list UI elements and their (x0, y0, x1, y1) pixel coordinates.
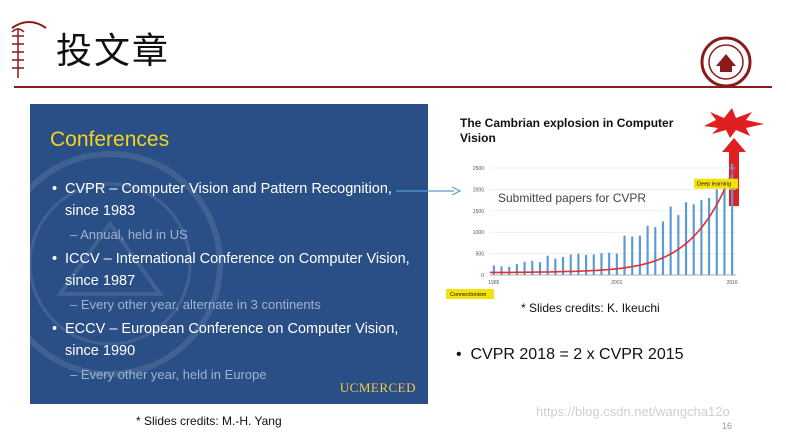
slide-heading: Conferences (50, 128, 170, 151)
cvpr-submissions-chart: 0 500 1000 1500 2000 2500 1985 2001 2016 Submitte… (446, 163, 738, 299)
bar (700, 200, 703, 275)
deep-learning-label: Deep learning (697, 182, 731, 188)
bar (531, 260, 534, 275)
y-tick-label: 0 (481, 273, 484, 279)
ucmerced-logo: UCMERCED (339, 380, 416, 395)
bullet-iccv-sub: – Every other year, alternate in 3 conti… (70, 297, 321, 312)
bullet-eccv: • ECCV – European Conference on Computer… (52, 318, 412, 362)
bar (585, 254, 588, 275)
y-tick-label: 1500 (473, 209, 484, 215)
bar (638, 235, 641, 275)
bar (546, 255, 549, 275)
bar (708, 197, 711, 275)
bar (554, 258, 557, 275)
connectionism-label: Connectionism (450, 292, 487, 298)
bullet-cvpr-sub: – Annual, held in US (70, 227, 188, 242)
seal-watermark-icon (30, 151, 223, 377)
bar (646, 225, 649, 275)
bar (600, 253, 603, 275)
bullet-eccv-sub: – Every other year, held in Europe (70, 367, 267, 382)
bar (508, 266, 511, 275)
header-divider (14, 86, 772, 88)
bullet-dot-icon: • (52, 181, 58, 197)
trend-line (490, 167, 737, 274)
connectionism-label-bg (446, 289, 494, 299)
x-tick-label: 2016 (727, 280, 738, 286)
left-slide-credit: * Slides credits: M.-H. Yang (136, 414, 282, 428)
bullet-dot-icon: • (456, 346, 462, 363)
bar (538, 262, 542, 275)
bar (661, 221, 665, 275)
bar (492, 265, 495, 275)
bar (561, 257, 565, 275)
bar (515, 263, 518, 275)
y-tick-label: 2500 (473, 166, 484, 172)
y-tick-label: 2000 (473, 187, 484, 193)
bar (523, 261, 526, 275)
page-title: 投文章 (56, 31, 171, 72)
bar (592, 254, 595, 275)
conferences-slide-panel: Conferences • CVPR – Computer Vision and… (30, 104, 428, 404)
bar (684, 202, 688, 275)
explosion-arrow-icon (704, 108, 764, 206)
bar (715, 189, 718, 275)
cvpr-comparison-bullet: • CVPR 2018 = 2 x CVPR 2015 (456, 346, 684, 363)
bar (723, 185, 726, 275)
x-tick-label: 1985 (488, 280, 499, 286)
bar (615, 253, 618, 275)
bar (654, 227, 657, 275)
bar (623, 235, 626, 275)
bar (731, 163, 734, 275)
bar (500, 266, 503, 275)
bar (692, 204, 695, 275)
deep-learning-label-bg (694, 178, 738, 189)
y-tick-label: 1000 (473, 230, 484, 236)
bar (631, 236, 634, 275)
chart-title: The Cambrian explosion in Computer Visio… (460, 116, 674, 145)
blog-watermark: https://blog.csdn.net/wangcha12o (536, 404, 730, 419)
bullet-cvpr: • CVPR – Computer Vision and Pattern Rec… (52, 178, 412, 222)
y-tick-label: 500 (476, 252, 485, 258)
bullet-iccv: • ICCV – International Conference on Com… (52, 248, 412, 292)
chart-annotation: Submitted papers for CVPR (498, 191, 646, 205)
right-slide-credit: * Slides credits: K. Ikeuchi (521, 301, 660, 315)
page-number: 16 (722, 421, 733, 431)
x-tick-label: 2001 (611, 280, 622, 286)
bullet-dot-icon: • (52, 251, 58, 267)
pagoda-decoration-icon (11, 21, 47, 78)
bar (608, 252, 611, 275)
bar (577, 253, 580, 275)
bar (569, 254, 572, 275)
bar (677, 215, 680, 275)
bar (669, 206, 672, 275)
bullet-dot-icon: • (52, 321, 58, 337)
pointer-arrow-icon (396, 186, 462, 196)
university-seal-logo (700, 36, 752, 88)
